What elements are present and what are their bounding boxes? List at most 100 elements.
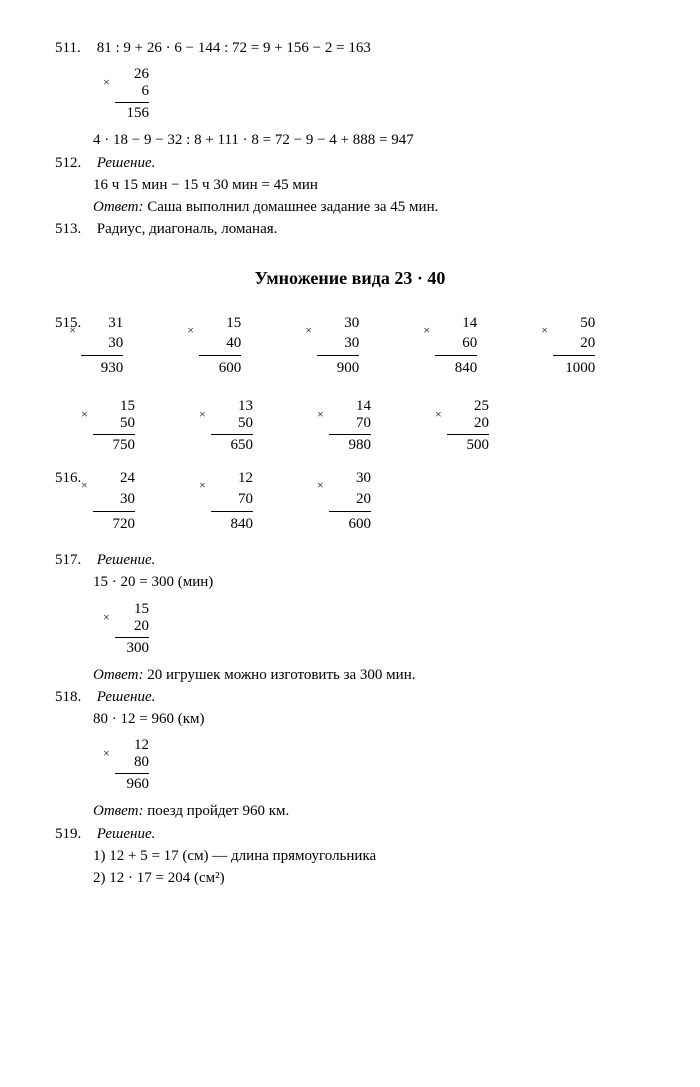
vmul-top: 13	[211, 398, 253, 415]
page: 511. 81 : 9 + 26 · 6 − 144 : 72 = 9 + 15…	[0, 0, 700, 888]
problem-511: 511. 81 : 9 + 26 · 6 − 144 : 72 = 9 + 15…	[55, 38, 645, 58]
p516-row: ×2430720×1270840×3020600	[93, 468, 447, 534]
vmul-res: 930	[81, 355, 123, 378]
solution-label: Решение.	[97, 550, 637, 570]
vmul-bot: 6	[115, 83, 149, 100]
problem-513: 513. Радиус, диагональ, ломаная.	[55, 219, 645, 239]
solution-label: Решение.	[97, 153, 637, 173]
vmul-518: × 12 80 960	[115, 737, 645, 793]
vmul-res: 840	[211, 511, 253, 534]
vmul-top: 30	[329, 468, 371, 488]
problem-text: 81 : 9 + 26 · 6 − 144 : 72 = 9 + 156 − 2…	[97, 38, 637, 58]
problem-text: Радиус, диагональ, ломаная.	[97, 219, 637, 239]
vmul-bot: 60	[435, 333, 477, 353]
vmul-res: 1000	[553, 355, 595, 378]
problem-number: 511.	[55, 38, 93, 58]
vmul-res: 720	[93, 511, 135, 534]
vmul: ×3030900	[317, 313, 359, 379]
problem-number: 517.	[55, 550, 93, 570]
vmul-top: 24	[93, 468, 135, 488]
p515-row2: ×1550750 × 1350 650 ×1470980 × 2520 500	[93, 398, 645, 454]
problem-517: 517. Решение.	[55, 550, 645, 570]
vmul-bot: 80	[115, 754, 149, 771]
p512-line1: 16 ч 15 мин − 15 ч 30 мин = 45 мин	[93, 175, 645, 195]
vmul-bot: 20	[447, 415, 489, 432]
vmul-res: 650	[211, 434, 253, 454]
vmul-bot: 70	[211, 489, 253, 509]
times-icon: ×	[541, 322, 548, 338]
vmul-res: 500	[447, 434, 489, 454]
vmul-bot: 50	[211, 415, 253, 432]
p517-answer: Ответ: 20 игрушек можно изготовить за 30…	[93, 665, 645, 685]
times-icon: ×	[103, 75, 110, 90]
vmul: ×1350650	[211, 398, 253, 454]
vmul-cell: ×50201000	[553, 313, 671, 379]
vmul-res: 600	[199, 355, 241, 378]
p512-answer: Ответ: Саша выполнил домашнее задание за…	[93, 197, 645, 217]
problem-519: 519. Решение.	[55, 824, 645, 844]
times-icon: ×	[317, 407, 324, 422]
answer-label: Ответ:	[93, 667, 143, 683]
vmul-res: 156	[115, 102, 149, 122]
problem-515: 515. ×3130930×1540600×3030900×1460840×50…	[55, 313, 645, 455]
vmul-bot: 20	[329, 489, 371, 509]
p518-answer: Ответ: поезд пройдет 960 км.	[93, 801, 645, 821]
vmul-cell: ×3020600	[329, 468, 447, 534]
vmul-res: 960	[115, 773, 149, 793]
answer-label: Ответ:	[93, 199, 143, 215]
vmul-top: 14	[329, 398, 371, 415]
vmul: ×1540600	[199, 313, 241, 379]
vmul: ×3130930	[81, 313, 123, 379]
vmul-bot: 30	[81, 333, 123, 353]
vmul-top: 15	[93, 398, 135, 415]
vmul-top: 30	[317, 313, 359, 333]
times-icon: ×	[81, 477, 88, 493]
vmul: ×1470980	[329, 398, 371, 454]
times-icon: ×	[317, 477, 324, 493]
vmul-bot: 20	[553, 333, 595, 353]
vmul-top: 12	[211, 468, 253, 488]
vmul: ×3020600	[329, 468, 371, 534]
vmul: ×2430720	[93, 468, 135, 534]
vmul-res: 300	[115, 637, 149, 657]
vmul-cell: ×2520500	[447, 398, 565, 454]
vmul-bot: 30	[317, 333, 359, 353]
vmul-cell: ×2430720	[93, 468, 211, 534]
vmul-res: 750	[93, 434, 135, 454]
times-icon: ×	[199, 477, 206, 493]
vmul-top: 26	[115, 66, 149, 83]
problem-number: 512.	[55, 153, 93, 173]
vmul-top: 15	[199, 313, 241, 333]
vmul: ×2520500	[447, 398, 489, 454]
p519-line2: 2) 12 · 17 = 204 (см²)	[93, 868, 645, 888]
answer-text: поезд пройдет 960 км.	[143, 803, 289, 819]
problem-512: 512. Решение.	[55, 153, 645, 173]
times-icon: ×	[305, 322, 312, 338]
times-icon: ×	[81, 407, 88, 422]
vmul-res: 600	[329, 511, 371, 534]
vmul-cell: ×1550750	[93, 398, 211, 454]
vmul-top: 25	[447, 398, 489, 415]
p519-line1: 1) 12 + 5 = 17 (см) — длина прямоугольни…	[93, 846, 645, 866]
vmul-517: × 15 20 300	[115, 601, 645, 657]
vmul-cell: ×3130930	[81, 313, 199, 379]
vmul-top: 31	[81, 313, 123, 333]
vmul-res: 980	[329, 434, 371, 454]
vmul: ×1270840	[211, 468, 253, 534]
vmul: ×50201000	[553, 313, 595, 379]
vmul: ×1550750	[93, 398, 135, 454]
p518-line1: 80 · 12 = 960 (км)	[93, 709, 645, 729]
answer-label: Ответ:	[93, 803, 143, 819]
vmul-top: 12	[115, 737, 149, 754]
section-title: Умножение вида 23 · 40	[55, 268, 645, 289]
times-icon: ×	[103, 746, 110, 761]
vmul-cell: × 1540600	[199, 313, 317, 379]
answer-text: Саша выполнил домашнее задание за 45 мин…	[143, 199, 438, 215]
vmul-top: 14	[435, 313, 477, 333]
vmul-bot: 40	[199, 333, 241, 353]
times-icon: ×	[199, 407, 206, 422]
problem-511b: 4 · 18 − 9 − 32 : 8 + 111 · 8 = 72 − 9 −…	[93, 130, 645, 150]
problem-number: 515.	[55, 313, 81, 393]
vmul-cell: ×1460840	[435, 313, 553, 379]
solution-label: Решение.	[97, 824, 637, 844]
